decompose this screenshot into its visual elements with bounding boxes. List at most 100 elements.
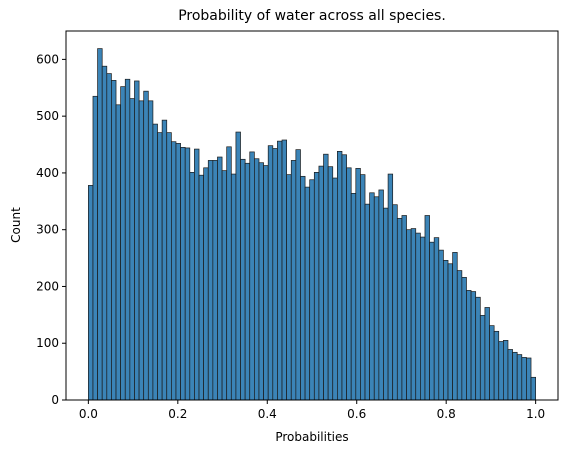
histogram-bar	[254, 158, 260, 401]
x-tick-label: 0.2	[168, 407, 187, 421]
histogram-bar	[503, 340, 509, 401]
histogram-bar	[281, 139, 287, 401]
histogram-bar	[138, 100, 145, 401]
histogram-bar	[521, 357, 527, 401]
histogram-bar	[161, 119, 168, 401]
histogram-bar	[286, 174, 292, 401]
y-tick-label: 0	[51, 393, 59, 407]
histogram-bar	[189, 172, 195, 401]
y-tick-label: 100	[36, 336, 59, 350]
histogram-bar	[88, 185, 94, 401]
histogram-bar	[143, 90, 149, 401]
x-tick-label: 0.0	[79, 407, 98, 421]
histogram-bar	[470, 291, 477, 401]
histogram-bar	[346, 167, 352, 401]
histogram-bar	[479, 315, 486, 401]
histogram-bar	[124, 78, 131, 401]
y-tick-label: 400	[36, 166, 59, 180]
y-tick-label: 600	[36, 52, 59, 66]
y-tick-label: 300	[36, 223, 59, 237]
x-tick-label: 0.4	[258, 407, 277, 421]
histogram-bar	[92, 95, 98, 401]
histogram-bar	[277, 140, 283, 401]
histogram-bar	[373, 196, 380, 401]
histogram-bar	[147, 100, 154, 401]
histogram-bar	[438, 249, 444, 401]
histogram-bar	[152, 123, 158, 401]
histogram-bar	[207, 160, 214, 401]
histogram-bar	[415, 232, 421, 401]
histogram-bar	[392, 204, 398, 401]
histogram-bar	[235, 131, 241, 401]
histogram-bar	[332, 177, 338, 401]
histogram-bar	[258, 162, 264, 401]
histogram-bar	[267, 145, 274, 401]
histogram-bar	[120, 86, 126, 401]
histogram-bar	[447, 263, 453, 401]
histogram-bar	[406, 229, 412, 401]
histogram-bar	[134, 80, 140, 401]
histogram-bar	[526, 357, 532, 401]
y-tick-label: 500	[36, 109, 59, 123]
histogram-bar	[364, 203, 370, 401]
histogram-bar	[498, 341, 504, 401]
histogram-bar	[240, 158, 246, 401]
histogram-bar	[512, 351, 518, 401]
histogram-bar	[249, 151, 255, 401]
y-axis: 0 100 200 300 400 500 600	[36, 52, 66, 407]
histogram-bar	[452, 252, 458, 401]
histogram-bar	[355, 168, 361, 401]
plot-frame	[65, 30, 559, 401]
x-tick-label: 0.6	[347, 407, 366, 421]
histogram-bar	[396, 217, 403, 401]
histogram-bar	[410, 228, 417, 401]
histogram-bar	[341, 154, 347, 401]
x-tick-label: 0.8	[437, 407, 456, 421]
histogram-bar	[516, 354, 523, 401]
histogram-bar	[484, 307, 490, 401]
histogram-bar	[507, 349, 513, 401]
histogram-bar	[295, 149, 301, 401]
histogram-bar	[226, 146, 232, 401]
x-tick-label: 1.0	[526, 407, 545, 421]
histogram-bar	[429, 241, 435, 401]
histogram-bar	[360, 174, 366, 401]
histogram-bar	[290, 160, 297, 401]
histogram-bar	[244, 162, 251, 401]
histogram-bar	[180, 147, 186, 401]
y-tick-label: 200	[36, 279, 59, 293]
histogram-bar	[313, 172, 320, 401]
histogram-bar	[420, 236, 426, 401]
histogram-bar	[111, 80, 117, 401]
histogram-bar	[221, 170, 228, 401]
x-axis-label: Probabilities	[275, 430, 348, 444]
histogram-bar	[378, 189, 384, 401]
histogram-bar	[166, 132, 172, 401]
histogram-bar	[212, 160, 218, 401]
histogram-bar	[157, 132, 163, 401]
histogram-bar	[337, 151, 343, 401]
histogram-bar	[184, 147, 191, 401]
histogram-bar	[300, 175, 306, 401]
histogram-bar	[401, 215, 407, 401]
histogram-bar	[461, 277, 467, 401]
histogram-bar	[383, 207, 389, 401]
histogram-bar	[230, 173, 237, 401]
histogram-bar	[489, 325, 495, 401]
histogram-bar	[466, 290, 472, 401]
histogram-bar	[129, 98, 135, 401]
histogram-bar	[323, 153, 329, 401]
histogram-bar	[217, 156, 223, 401]
histogram-bar	[350, 193, 357, 401]
histogram-bar	[387, 173, 394, 401]
histogram-bar	[203, 167, 209, 401]
histogram-bar	[272, 148, 278, 401]
x-axis: 0.0 0.2 0.4 0.6 0.8 1.0	[79, 400, 545, 421]
histogram-bar	[309, 179, 315, 401]
histogram-bar	[443, 259, 449, 401]
histogram-bar	[424, 215, 430, 401]
histogram-bar	[263, 165, 269, 401]
histogram-bar	[369, 192, 375, 401]
histogram-bar	[327, 166, 334, 401]
